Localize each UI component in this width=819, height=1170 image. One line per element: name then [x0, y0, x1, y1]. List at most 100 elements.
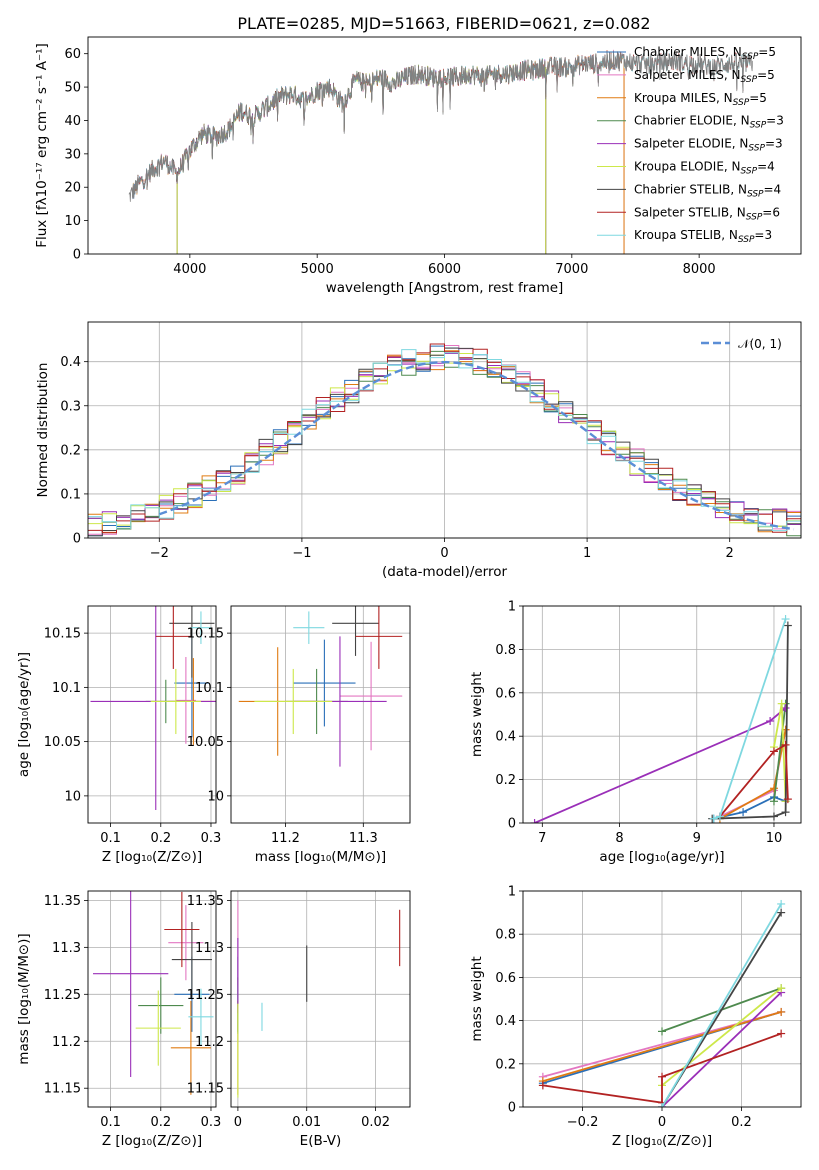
- y-tick-label: 0.2: [495, 773, 516, 788]
- y-axis-label: Flux [fλ10⁻¹⁷ erg cm⁻² s⁻¹ A⁻¹]: [34, 43, 50, 248]
- y-tick-label: 10.05: [44, 735, 81, 750]
- x-tick-label: 2: [726, 546, 734, 561]
- plots-layer: 4000 5000 6000 7000 80000102030405060wavelen…: [16, 36, 802, 1149]
- y-axis-label: mass [log₁₀(M/M⊙)]: [16, 933, 32, 1064]
- legend-label: Chabrier ELODIE, NSSP=3: [634, 114, 784, 131]
- histogram-step: [88, 349, 801, 532]
- y-tick-label: 0: [73, 248, 81, 263]
- x-tick-label: 0.2: [150, 1115, 171, 1130]
- axes-frame: [522, 890, 802, 1108]
- y-tick-label: 11.35: [187, 894, 224, 909]
- x-axis-label: (data-model)/error: [382, 564, 508, 580]
- y-tick-label: 0.1: [60, 487, 81, 502]
- x-tick-label: 8: [615, 831, 623, 846]
- y-axis-label: age [log₁₀(age/yr)]: [16, 652, 32, 777]
- x-tick-label: 6000: [428, 262, 461, 277]
- y-tick-label: 0.2: [495, 1057, 516, 1072]
- mass-weight-line: [719, 743, 789, 818]
- y-tick-label: 0.8: [495, 928, 516, 943]
- y-tick-label: 11.35: [44, 894, 81, 909]
- gaussian-curve: [158, 360, 795, 531]
- y-axis-label: mass weight: [469, 672, 485, 757]
- mass-weight-line: [542, 1011, 782, 1082]
- legend-label: Salpeter MILES, NSSP=5: [634, 68, 775, 85]
- y-tick-label: 11.15: [44, 1082, 81, 1097]
- y-tick-label: 11.3: [52, 941, 81, 956]
- y-tick-label: 11.2: [195, 1035, 224, 1050]
- y-tick-label: 11.25: [187, 988, 224, 1003]
- x-axis-label: mass [log₁₀(M/M⊙)]: [255, 849, 386, 865]
- x-tick-label: 0: [440, 546, 448, 561]
- x-axis-label: E(B-V): [300, 1133, 342, 1149]
- axes-frame: [522, 605, 802, 824]
- x-tick-label: 0.3: [201, 831, 222, 846]
- y-tick-label: 30: [64, 147, 81, 162]
- legend-label: Chabrier STELIB, NSSP=4: [634, 182, 781, 199]
- x-tick-label: 5000: [301, 262, 334, 277]
- axes-frame: [87, 321, 802, 539]
- x-axis-label: wavelength [Angstrom, rest frame]: [326, 280, 564, 296]
- x-tick-label: 0: [234, 1115, 242, 1130]
- y-tick-label: 11.25: [44, 988, 81, 1003]
- x-tick-label: 1: [583, 546, 591, 561]
- plot-area: [128, 49, 753, 254]
- y-tick-label: 0.6: [495, 971, 516, 986]
- x-tick-label: −2: [150, 546, 169, 561]
- y-tick-label: 10.05: [187, 735, 224, 750]
- x-tick-label: 0.1: [100, 831, 121, 846]
- axes-frame: [87, 890, 217, 1108]
- y-tick-label: 0.4: [495, 730, 516, 745]
- y-tick-label: 0.4: [60, 355, 81, 370]
- y-tick-label: 11.15: [187, 1082, 224, 1097]
- legend-label: Chabrier MILES, NSSP=5: [634, 45, 776, 62]
- mass-weight-line: [534, 707, 787, 823]
- plot-area: [530, 615, 792, 823]
- x-tick-label: 11.3: [349, 831, 378, 846]
- axes-2: −2 −1 0 1 2 0 0.1 0.2 0.3 0.4 (data-model)/error No…: [35, 321, 802, 580]
- legend-label: 𝒩(0, 1): [738, 337, 782, 351]
- y-tick-label: 0.3: [60, 399, 81, 414]
- histogram-step: [88, 343, 801, 534]
- spectrum-model-line: [130, 52, 625, 199]
- spectrum-data-line: [128, 50, 753, 202]
- x-tick-label: 0: [658, 1115, 666, 1130]
- legend-label: Salpeter ELODIE, NSSP=3: [634, 137, 783, 154]
- plot-area: [88, 343, 801, 537]
- y-tick-label: 10.15: [44, 627, 81, 642]
- mass-weight-line: [773, 703, 787, 802]
- y-tick-label: 60: [64, 47, 81, 62]
- mass-weight-line: [713, 796, 786, 820]
- y-tick-label: 0.8: [495, 643, 516, 658]
- axes-5: 7 8 9 10 0 0.2 0.4 0.6 0.8 1 age [log₁₀(age/yr)] ma…: [469, 600, 802, 865]
- spectrum-model-line: [176, 58, 546, 184]
- y-tick-label: 0.6: [495, 686, 516, 701]
- mass-weight-line: [542, 1032, 782, 1104]
- x-axis-label: Z [log₁₀(Z/Z⊙)]: [102, 1133, 202, 1149]
- y-axis-label: Normed distribution: [35, 363, 51, 498]
- x-tick-label: 0.1: [100, 1115, 121, 1130]
- x-tick-label: 7000: [555, 262, 588, 277]
- plot-area: [93, 891, 214, 1095]
- y-tick-label: 0: [508, 1101, 516, 1116]
- spectrum-model-line: [130, 49, 625, 200]
- y-tick-label: 0.2: [60, 443, 81, 458]
- x-tick-label: 7: [538, 831, 546, 846]
- x-tick-label: 9: [693, 831, 701, 846]
- y-tick-label: 1: [508, 600, 516, 615]
- x-tick-label: −1: [292, 546, 311, 561]
- x-tick-label: 8000: [683, 262, 716, 277]
- legend-label: Salpeter STELIB, NSSP=6: [634, 205, 780, 222]
- x-axis-label: Z [log₁₀(Z/Z⊙)]: [102, 849, 202, 865]
- spectrum-model-line: [176, 58, 546, 181]
- x-tick-label: 10: [766, 831, 783, 846]
- spectrum-model-line: [131, 50, 625, 197]
- y-tick-label: 1: [508, 885, 516, 900]
- y-tick-label: 11.2: [52, 1035, 81, 1050]
- mass-weight-line: [661, 903, 782, 1107]
- x-tick-label: 11.2: [271, 831, 300, 846]
- y-tick-label: 50: [64, 81, 81, 96]
- axes-4: 11.2 11.3 10 10.05 10.1 10.15 mass [log₁₀(M/M⊙…: [187, 605, 411, 865]
- x-tick-label: 0.01: [292, 1115, 321, 1130]
- mass-weight-line: [712, 625, 789, 820]
- y-axis-label: mass weight: [469, 956, 485, 1041]
